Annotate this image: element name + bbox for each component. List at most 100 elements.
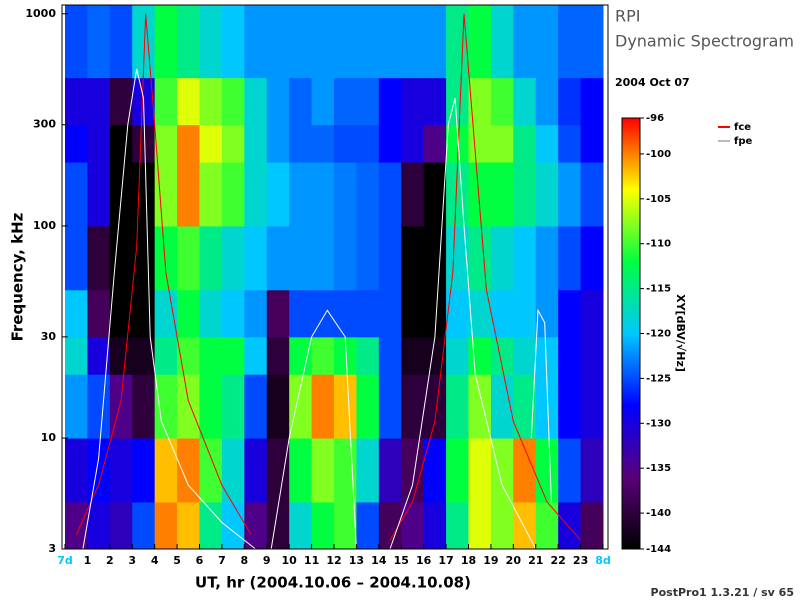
heatmap-cell xyxy=(401,162,425,227)
heatmap-cell xyxy=(65,336,88,375)
heatmap-cell xyxy=(177,289,200,338)
heatmap-cell xyxy=(468,501,492,550)
heatmap-cell xyxy=(199,124,223,163)
heatmap-cell xyxy=(468,336,492,375)
heatmap-cell xyxy=(468,438,492,503)
y-tick-label: 10 xyxy=(41,431,57,444)
heatmap-cell xyxy=(378,336,402,375)
heatmap-cell xyxy=(87,124,111,163)
heatmap-cell xyxy=(490,501,514,550)
heatmap-cell xyxy=(535,77,559,126)
heatmap-cell xyxy=(87,289,111,338)
heatmap-cell xyxy=(558,77,582,126)
heatmap-cell xyxy=(378,162,402,227)
heatmap-cell xyxy=(334,336,357,375)
heatmap-cell xyxy=(356,374,380,439)
heatmap-cell xyxy=(378,124,402,163)
heatmap-cell xyxy=(109,225,133,291)
heatmap-cell xyxy=(177,374,200,439)
x-tick-label: 19 xyxy=(483,554,498,567)
heatmap-cell xyxy=(109,289,133,338)
heatmap-cell xyxy=(446,501,469,550)
heatmap-cell xyxy=(244,336,268,375)
colorbar-label: XY[dBV/√Hz] xyxy=(674,294,687,372)
colorbar-tick-label: -110 xyxy=(646,239,671,250)
heatmap-cell xyxy=(266,374,290,439)
heatmap-cell xyxy=(109,438,133,503)
heatmap-cell xyxy=(558,438,582,503)
heatmap-cell xyxy=(132,162,156,227)
heatmap-cell xyxy=(199,374,223,439)
x-tick-label: 7d xyxy=(57,554,73,567)
heatmap-cell xyxy=(311,225,335,291)
heatmap-cell xyxy=(221,374,245,439)
heatmap-cell xyxy=(109,124,133,163)
heatmap-cell xyxy=(423,374,447,439)
heatmap-cell xyxy=(334,225,357,291)
heatmap-cell xyxy=(221,438,245,503)
heatmap-cell xyxy=(177,77,200,126)
heatmap-cell xyxy=(154,501,178,550)
heatmap-cell xyxy=(334,5,357,79)
heatmap-cell xyxy=(221,124,245,163)
heatmap-cell xyxy=(87,77,111,126)
colorbar-tick-label: -144 xyxy=(646,544,671,555)
heatmap-cell xyxy=(513,336,537,375)
heatmap-cell xyxy=(468,124,492,163)
heatmap-cell xyxy=(334,501,357,550)
heatmap-cell xyxy=(334,289,357,338)
x-tick-label: 16 xyxy=(416,554,432,567)
heatmap-cell xyxy=(513,225,537,291)
heatmap-cell xyxy=(423,501,447,550)
x-tick-label: 23 xyxy=(573,554,588,567)
x-tick-label: 17 xyxy=(438,554,453,567)
heatmap-cell xyxy=(558,289,582,338)
y-tick-label: 3 xyxy=(48,542,56,555)
x-tick-label: 9 xyxy=(263,554,271,567)
chart-title: RPI xyxy=(615,7,640,26)
heatmap-cell xyxy=(132,336,156,375)
heatmap-cell xyxy=(468,5,492,79)
heatmap-cell xyxy=(65,225,88,291)
heatmap-cell xyxy=(423,438,447,503)
heatmap-cell xyxy=(154,5,178,79)
heatmap-cell xyxy=(558,374,582,439)
x-tick-label: 5 xyxy=(173,554,181,567)
heatmap-cell xyxy=(535,501,559,550)
heatmap-cell xyxy=(244,5,268,79)
heatmap-cell xyxy=(535,438,559,503)
heatmap-cell xyxy=(109,501,133,550)
heatmap-cell xyxy=(221,225,245,291)
heatmap-cell xyxy=(490,289,514,338)
x-tick-label: 18 xyxy=(461,554,476,567)
heatmap-cell xyxy=(423,124,447,163)
heatmap-cell xyxy=(177,336,200,375)
colorbar-tick-label: -125 xyxy=(646,373,671,384)
heatmap-cell xyxy=(87,225,111,291)
heatmap-cell xyxy=(244,289,268,338)
heatmap-cell xyxy=(199,336,223,375)
heatmap-cell xyxy=(177,438,200,503)
heatmap-cell xyxy=(490,336,514,375)
heatmap-cell xyxy=(311,124,335,163)
heatmap-cell xyxy=(356,336,380,375)
heatmap-cell xyxy=(580,289,604,338)
heatmap-cell xyxy=(311,501,335,550)
heatmap-cell xyxy=(356,289,380,338)
heatmap-cell xyxy=(558,5,582,79)
heatmap-cell xyxy=(423,162,447,227)
heatmap-cell xyxy=(65,162,88,227)
heatmap-cell xyxy=(580,225,604,291)
heatmap-cell xyxy=(109,336,133,375)
heatmap-cell xyxy=(266,77,290,126)
heatmap-cell xyxy=(289,501,313,550)
heatmap-cell xyxy=(87,336,111,375)
heatmap-cell xyxy=(132,289,156,338)
heatmap-cell xyxy=(490,438,514,503)
x-tick-label: 11 xyxy=(304,554,319,567)
heatmap-cell xyxy=(513,501,537,550)
heatmap-cell xyxy=(311,289,335,338)
heatmap-cell xyxy=(266,438,290,503)
heatmap-cell xyxy=(468,77,492,126)
